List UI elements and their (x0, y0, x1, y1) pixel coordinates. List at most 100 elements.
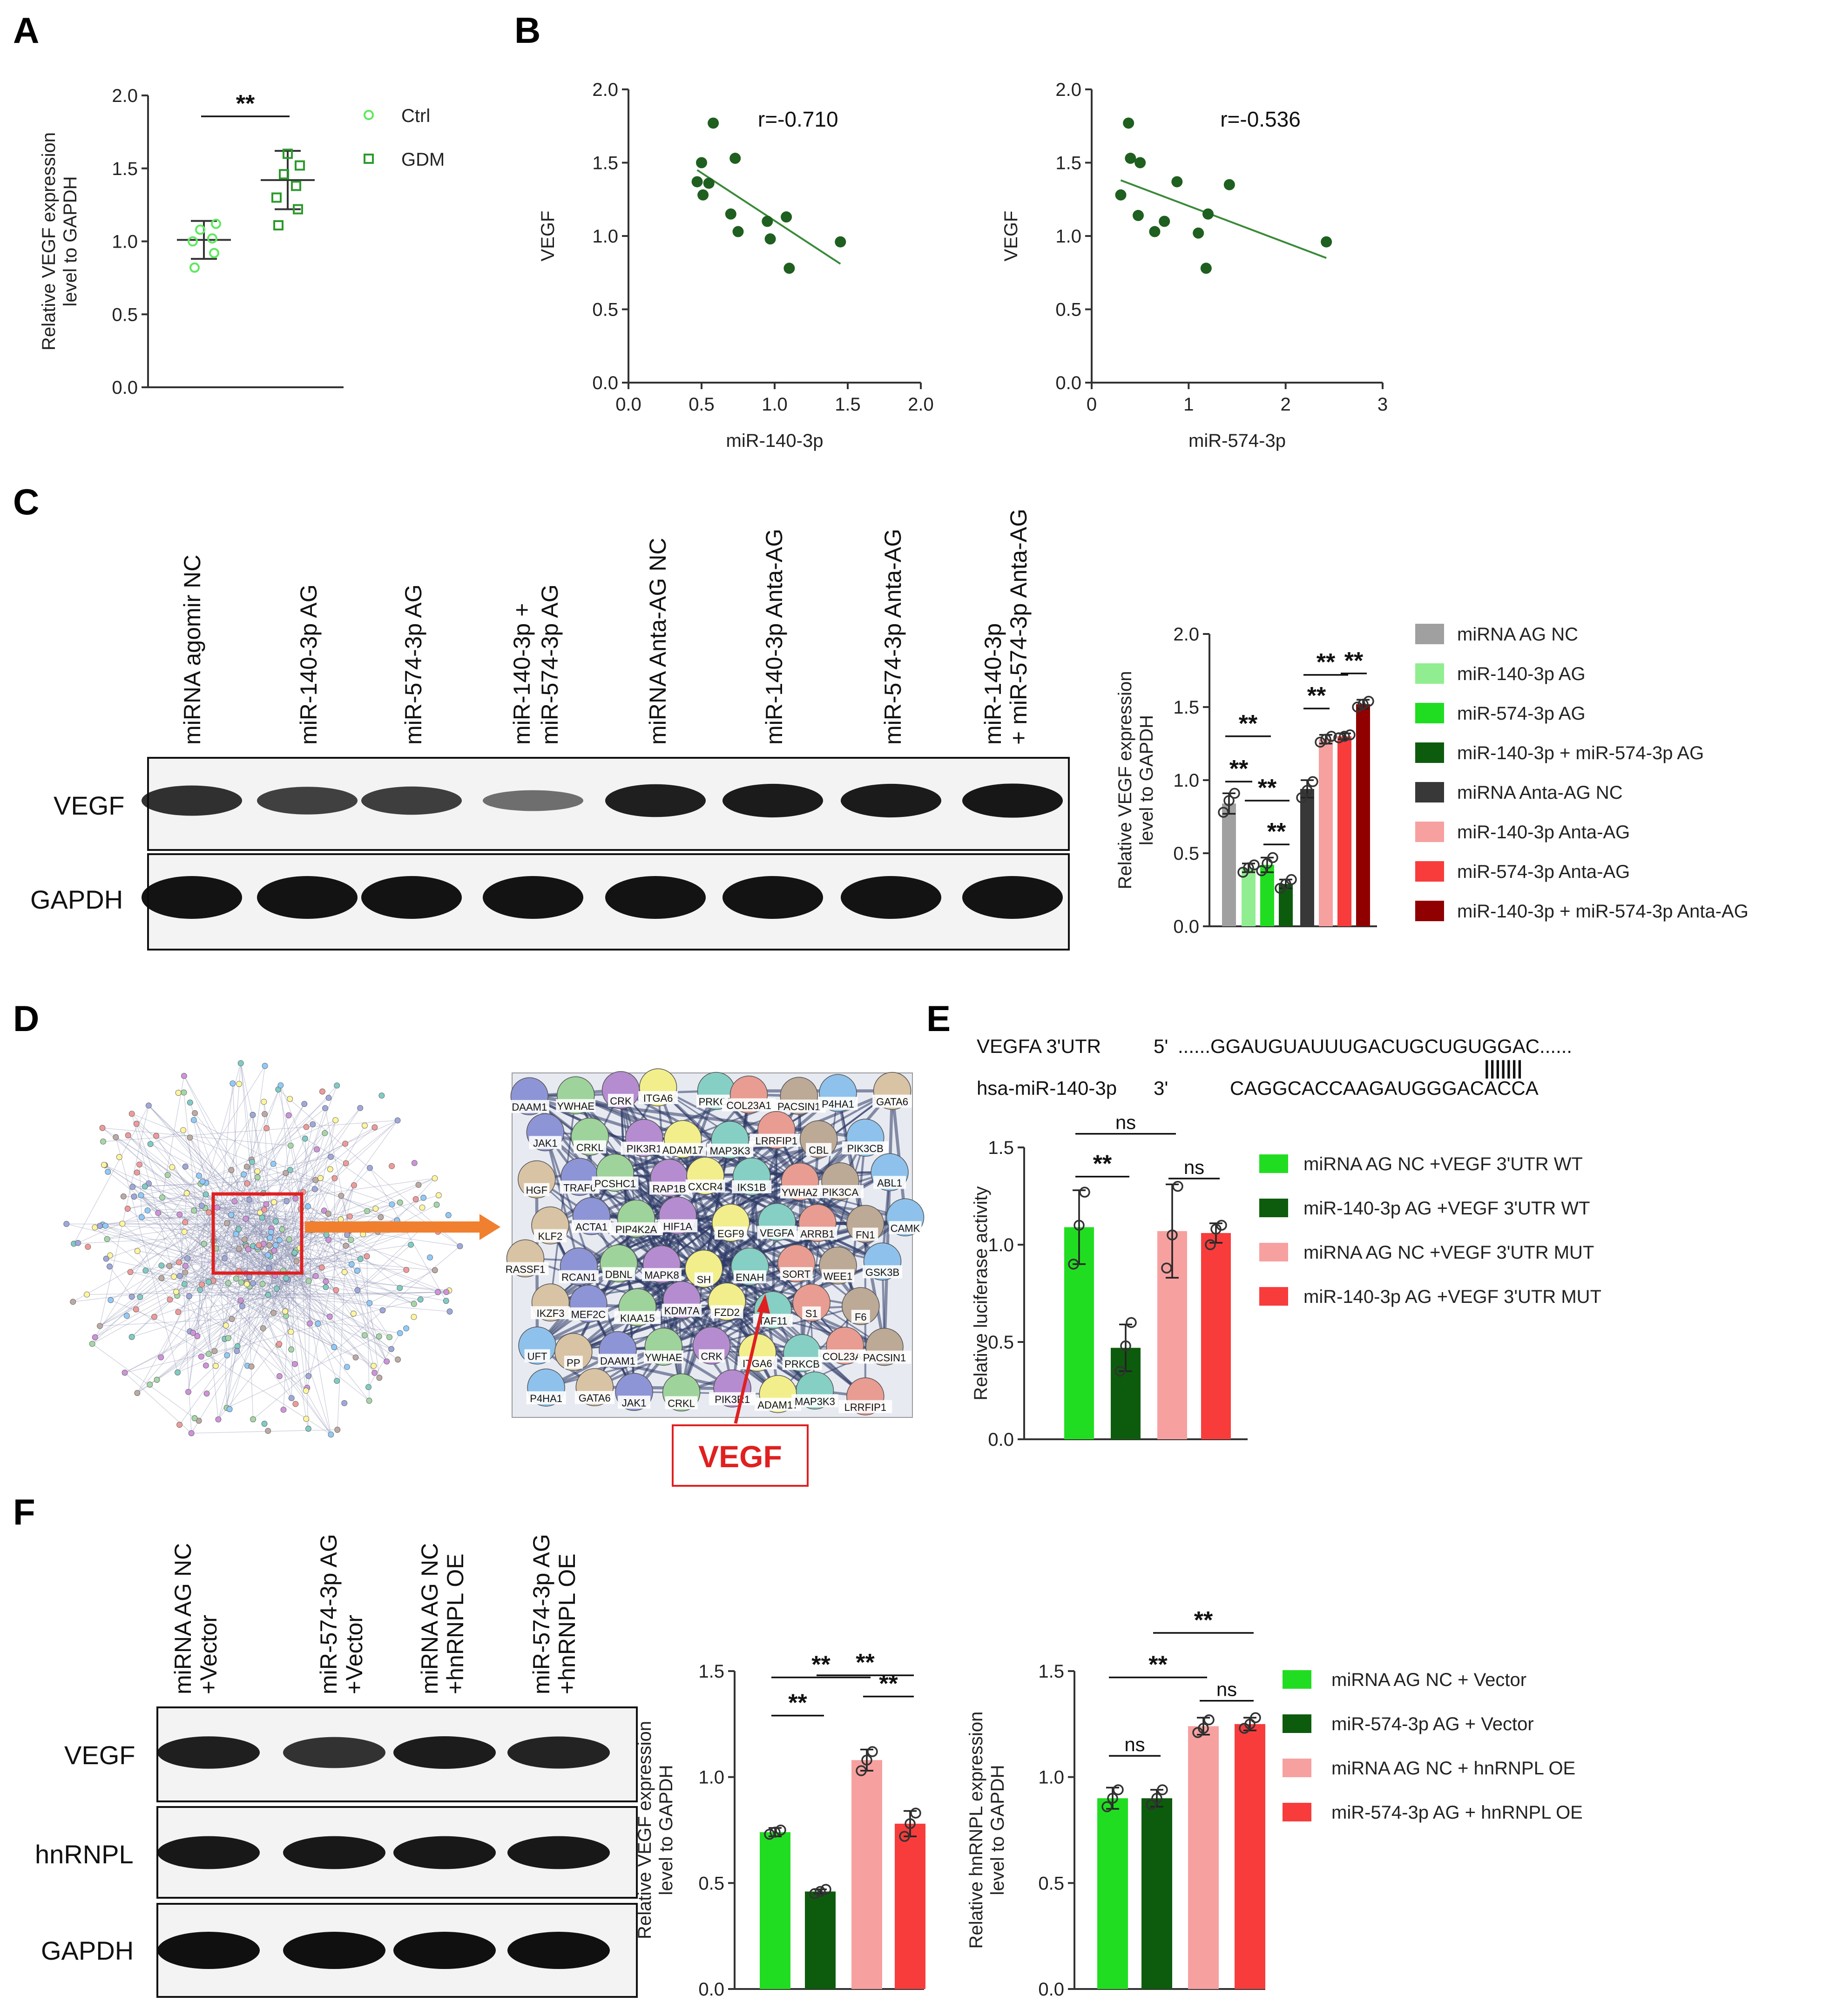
network-edge (263, 1101, 274, 1313)
network-edge (74, 1105, 149, 1244)
blot-f-band-gapdh (283, 1932, 385, 1969)
chart-f-legend-swatch (1283, 1803, 1311, 1821)
network-node (125, 1132, 131, 1139)
network-edge (193, 1221, 230, 1333)
network-zoom-label: ENAH (736, 1272, 764, 1283)
network-edge (228, 1244, 411, 1271)
network-node (151, 1314, 157, 1320)
network-zoom-label-bg (791, 1394, 838, 1408)
network-node (175, 1309, 182, 1315)
network-zoom-label: VEGFA (760, 1227, 794, 1239)
network-edge (205, 1194, 414, 1304)
network-node (397, 1285, 403, 1291)
network-node (107, 1263, 113, 1270)
network-node (287, 1167, 293, 1173)
network-edge (209, 1212, 278, 1244)
network-node (97, 1223, 103, 1229)
blot-f-row-vegf: VEGF (64, 1740, 135, 1770)
chart-e-sig-label: ns (1184, 1156, 1204, 1178)
network-edge (137, 1251, 170, 1300)
panel-label-a: A (13, 10, 39, 51)
network-node (446, 1308, 453, 1315)
chart-f2-replicate (1113, 1784, 1124, 1795)
chart-c-legend-swatch (1415, 703, 1444, 723)
chart-f2-y-label: level to GAPDH (987, 1765, 1008, 1895)
network-edge (258, 1213, 261, 1299)
network-edge (206, 1114, 253, 1183)
network-node (292, 1195, 299, 1202)
network-edge (169, 1299, 295, 1364)
network-edge (102, 1224, 330, 1317)
network-zoom-edge (661, 1090, 893, 1265)
network-edge (130, 1173, 286, 1273)
network-edge (136, 1123, 309, 1236)
network-node (270, 1160, 277, 1167)
network-edge (141, 1195, 280, 1301)
network-zoom-label-bg (707, 1143, 754, 1157)
network-node (432, 1175, 438, 1181)
network-zoom-label: KIAA15 (620, 1312, 655, 1324)
network-edge (177, 1346, 238, 1373)
network-node (263, 1125, 270, 1132)
network-zoom-label-bg (737, 1356, 777, 1369)
network-edge (148, 1105, 251, 1206)
network-zoom-label: COL23A1 (726, 1100, 771, 1112)
network-edge (273, 1300, 292, 1350)
network-edge (132, 1187, 287, 1316)
network-edge (102, 1224, 351, 1240)
chart-f2-replicate (1198, 1723, 1209, 1734)
network-node (351, 1182, 357, 1188)
network-zoom-label: CRK (701, 1351, 722, 1362)
network-node (266, 1265, 272, 1272)
chart-e-legend: miRNA AG NC +VEGF 3'UTR WT miR-140-3p AG … (1259, 1154, 1601, 1307)
network-node (241, 1171, 247, 1178)
network-edge (137, 1265, 248, 1393)
network-node (435, 1289, 441, 1295)
network-node (194, 1333, 201, 1339)
network-node (164, 1172, 171, 1178)
network-edge (95, 1266, 186, 1338)
chart-e-replicate (1167, 1229, 1178, 1241)
blot-f-lane-label: +Vector (341, 1615, 367, 1694)
network-node (201, 1241, 207, 1247)
network-node (367, 1165, 373, 1171)
blot-c-lane-label: miR-140-3p + (509, 603, 535, 745)
network-edge (189, 1137, 240, 1223)
chart-c-legend-label: miR-574-3p AG (1457, 703, 1586, 724)
network-node (236, 1081, 243, 1087)
network-node (397, 1330, 403, 1336)
network-node (187, 1099, 193, 1106)
network-node (348, 1236, 354, 1243)
network-edge (102, 1209, 264, 1225)
network-node (303, 1124, 310, 1130)
network-zoom-label-bg (574, 1391, 614, 1404)
network-zoom-label-bg (851, 1309, 870, 1323)
chart-f2-bar (1097, 1798, 1128, 1989)
network-edge (274, 1178, 335, 1268)
network-node (197, 1287, 203, 1293)
chart-b1-point (703, 177, 715, 189)
network-zoom-label: JAK1 (533, 1137, 558, 1149)
network-edge (260, 1212, 302, 1277)
network-edge (193, 1120, 223, 1278)
network-node (445, 1212, 452, 1218)
network-node (327, 1314, 333, 1320)
network-edge (177, 1292, 446, 1296)
network-node (84, 1291, 90, 1298)
network-edge (214, 1222, 257, 1351)
blot-f-band-vegf (283, 1737, 385, 1768)
chart-f-legend-label: miR-574-3p AG + Vector (1331, 1714, 1534, 1734)
network-edge (188, 1288, 297, 1392)
network-edge (115, 1137, 322, 1268)
chart-f-vegf: 0.0 0.5 1.0 1.5 Relative VEGF expression leve… (635, 1649, 925, 2000)
network-node (268, 1229, 274, 1235)
network-zoom-label-bg (531, 1306, 571, 1320)
network-node (182, 1269, 189, 1276)
network-node (303, 1388, 309, 1394)
chart-e-legend-swatch (1259, 1287, 1288, 1306)
chart-b1-point (783, 263, 795, 274)
network-zoom-label-bg (733, 1270, 766, 1284)
network-node (276, 1341, 283, 1347)
chart-b2-y-tick-label: 0.0 (1055, 373, 1081, 393)
blot-f-band-vegf (507, 1736, 610, 1769)
